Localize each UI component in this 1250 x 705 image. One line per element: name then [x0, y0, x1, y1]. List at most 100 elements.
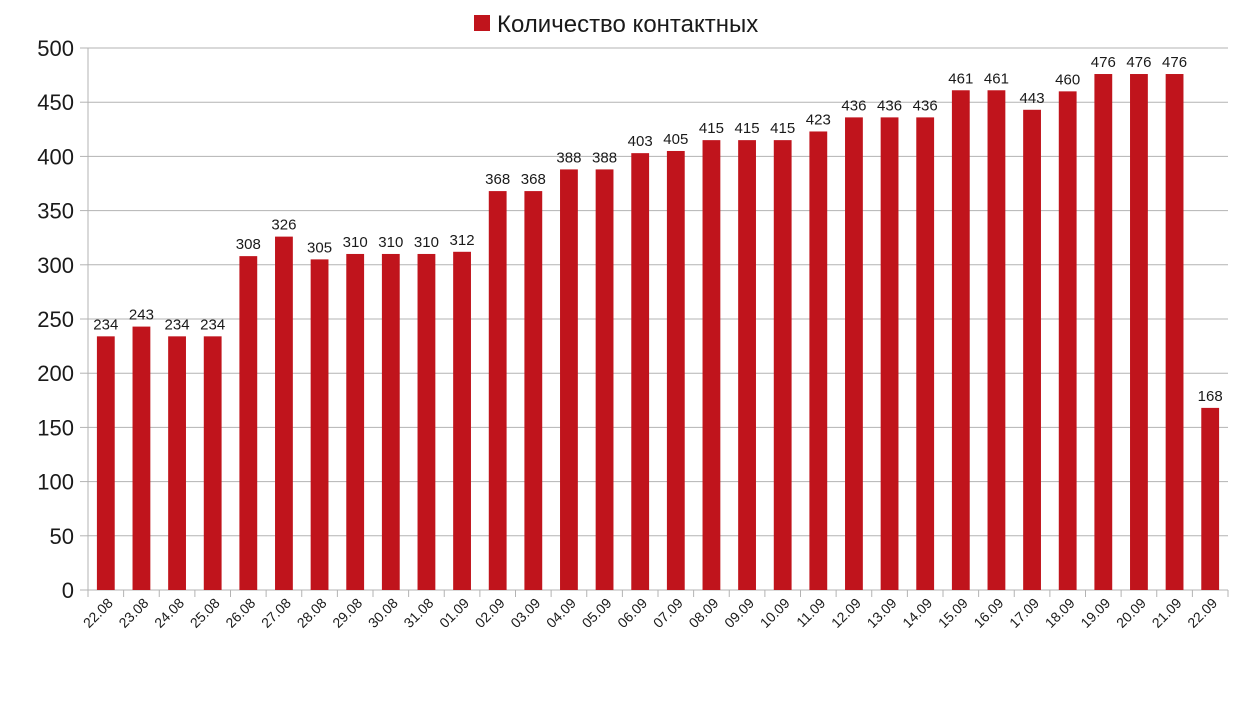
bar: [1023, 109, 1041, 591]
bar: [773, 140, 792, 590]
data-label: 415: [735, 120, 760, 137]
data-label: 415: [770, 120, 795, 137]
y-tick-label: 0: [62, 578, 74, 603]
x-tick-label: 16.09: [970, 595, 1006, 631]
bar: [310, 259, 329, 590]
y-tick-label: 350: [37, 199, 74, 224]
data-label: 436: [841, 97, 866, 114]
data-label: 234: [200, 316, 225, 333]
bar: [702, 140, 721, 590]
data-label: 234: [165, 316, 190, 333]
bar: [631, 153, 650, 590]
x-tick-label: 02.09: [472, 595, 508, 631]
x-tick-label: 09.09: [721, 595, 757, 631]
data-label: 461: [948, 70, 973, 87]
bar: [453, 251, 471, 591]
x-tick-label: 26.08: [222, 595, 258, 631]
data-label: 168: [1198, 388, 1223, 405]
x-tick-label: 25.08: [187, 595, 223, 631]
data-label: 305: [307, 239, 332, 256]
legend-label: Количество контактных: [497, 11, 758, 38]
bar: [524, 191, 543, 590]
bar: [1130, 74, 1148, 591]
x-tick-label: 08.09: [685, 595, 721, 631]
y-tick-label: 250: [37, 307, 74, 332]
data-label: 476: [1162, 54, 1187, 71]
data-label: 423: [806, 111, 831, 128]
data-label: 368: [521, 171, 546, 188]
x-tick-label: 28.08: [294, 595, 330, 631]
bar: [595, 169, 614, 590]
x-tick-label: 18.09: [1042, 595, 1078, 631]
data-label: 308: [236, 236, 261, 253]
data-label: 443: [1020, 90, 1045, 107]
bar: [132, 326, 151, 590]
x-tick-label: 23.08: [115, 595, 151, 631]
x-tick-label: 31.08: [400, 595, 436, 631]
bar: [809, 131, 828, 590]
data-label: 388: [556, 149, 581, 166]
data-label: 388: [592, 149, 617, 166]
x-tick-label: 15.09: [935, 595, 971, 631]
data-label: 405: [663, 131, 688, 148]
y-tick-label: 50: [50, 524, 74, 549]
x-tick-label: 20.09: [1113, 595, 1149, 631]
data-label: 234: [93, 316, 118, 333]
data-label: 476: [1091, 54, 1116, 71]
x-tick-label: 04.09: [543, 595, 579, 631]
x-tick-label: 01.09: [436, 595, 472, 631]
bar: [1165, 74, 1184, 591]
bar: [666, 150, 685, 591]
bar: [880, 117, 899, 590]
data-label: 312: [450, 232, 475, 249]
data-label: 436: [877, 97, 902, 114]
x-tick-label: 17.09: [1006, 595, 1042, 631]
data-label: 461: [984, 70, 1009, 87]
y-tick-label: 100: [37, 470, 74, 495]
x-tick-label: 22.09: [1184, 595, 1220, 631]
x-tick-label: 22.08: [80, 595, 116, 631]
data-label: 476: [1126, 54, 1151, 71]
x-tick-label: 12.09: [828, 595, 864, 631]
bar: [845, 117, 863, 590]
x-tick-label: 27.08: [258, 595, 294, 631]
data-label: 243: [129, 307, 154, 324]
x-tick-label: 14.09: [899, 595, 935, 631]
data-label: 403: [628, 133, 653, 150]
bar: [417, 253, 436, 590]
bar: [239, 256, 258, 590]
data-label: 326: [271, 217, 296, 234]
x-tick-label: 05.09: [579, 595, 615, 631]
bar: [96, 336, 115, 590]
x-tick-label: 24.08: [151, 595, 187, 631]
data-label: 310: [414, 234, 439, 251]
gridlines: [88, 47, 1228, 591]
bar: [560, 169, 578, 590]
bar: [951, 90, 970, 590]
x-tick-label: 19.09: [1077, 595, 1113, 631]
data-label: 310: [343, 234, 368, 251]
y-tick-label: 300: [37, 253, 74, 278]
y-tick-label: 500: [37, 36, 74, 61]
data-label: 368: [485, 171, 510, 188]
data-label: 436: [913, 97, 938, 114]
x-tick-label: 21.09: [1149, 595, 1185, 631]
y-tick-label: 200: [37, 361, 74, 386]
bar: [987, 90, 1006, 590]
y-tick-label: 450: [37, 90, 74, 115]
bar: [203, 336, 222, 590]
bar: [346, 253, 365, 590]
bar: [1094, 74, 1113, 591]
legend: Количество контактных: [474, 11, 758, 38]
x-tick-label: 11.09: [793, 595, 829, 631]
bar: [738, 140, 756, 590]
x-tick-label: 07.09: [650, 595, 686, 631]
bar: [1201, 407, 1220, 590]
data-labels: 234 243 234 234 308 326 305 310 310 310 312 368 368 3…: [93, 54, 1222, 405]
x-tick-label: 13.09: [864, 595, 900, 631]
bars: [96, 74, 1220, 591]
data-label: 415: [699, 120, 724, 137]
bar: [1058, 91, 1077, 591]
bar: [381, 253, 400, 590]
